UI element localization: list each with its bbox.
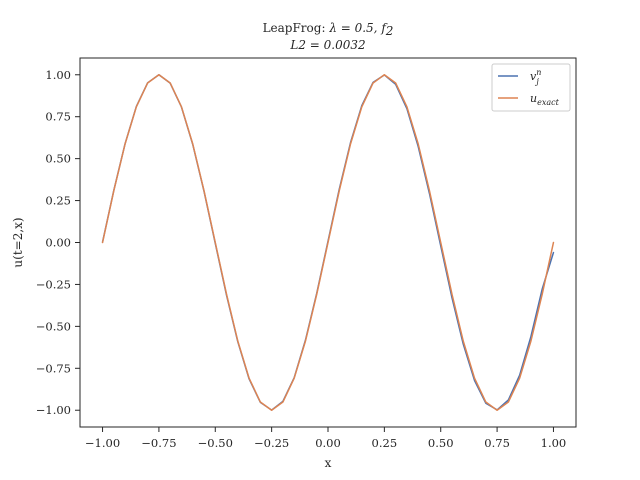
y-tick-label: −0.25 [36, 277, 71, 291]
legend-items: vn j uexact [498, 68, 560, 107]
x-tick-label: 1.00 [541, 436, 567, 450]
y-tick-label: 1.00 [45, 68, 71, 82]
y-tick-label: −1.00 [36, 403, 71, 417]
chart-title-prefix: LeapFrog: [263, 21, 330, 35]
x-axis-ticks: −1.00 −0.75 −0.50 −0.25 0.00 0.25 0.50 0.75 1.00 [85, 427, 566, 450]
y-tick-label: 0.25 [45, 194, 71, 208]
legend-label-2: uexact [530, 92, 560, 107]
chart-title-line2: L2 = 0.0032 [289, 38, 365, 52]
x-tick-label: 0.50 [428, 436, 454, 450]
y-axis-ticks: −1.00 −0.75 −0.50 −0.25 0.00 0.25 0.50 0.75 1.00 [36, 68, 80, 417]
plot-area: −1.00 −0.75 −0.50 −0.25 0.00 0.25 0.50 0.75 1.00… [36, 57, 577, 450]
x-tick-label: −0.50 [198, 436, 233, 450]
y-tick-label: 0.75 [45, 110, 71, 124]
legend: vn j uexact [491, 63, 571, 112]
x-tick-label: 0.75 [484, 436, 510, 450]
x-tick-label: 0.25 [372, 436, 398, 450]
y-axis-label: u(t=2,x) [11, 217, 25, 267]
chart-title-math: λ = 0.5, f [328, 21, 388, 35]
y-tick-label: 0.50 [45, 152, 71, 166]
x-axis-label: x [325, 456, 332, 470]
y-tick-label: −0.50 [36, 319, 71, 333]
x-tick-label: −0.75 [141, 436, 176, 450]
series-group [101, 74, 555, 411]
chart-title-line1: LeapFrog: λ = 0.5, f2 [263, 21, 394, 38]
legend-label-1: vn j [530, 68, 541, 86]
series-line-2 [101, 74, 555, 411]
y-tick-label: 0.00 [45, 236, 71, 250]
chart-title: LeapFrog: λ = 0.5, f2 L2 = 0.0032 [263, 21, 394, 52]
x-tick-label: −0.25 [254, 436, 289, 450]
y-tick-label: −0.75 [36, 361, 71, 375]
x-tick-label: 0.00 [315, 436, 341, 450]
chart-title-sub: 2 [385, 24, 394, 38]
x-tick-label: −1.00 [85, 436, 120, 450]
